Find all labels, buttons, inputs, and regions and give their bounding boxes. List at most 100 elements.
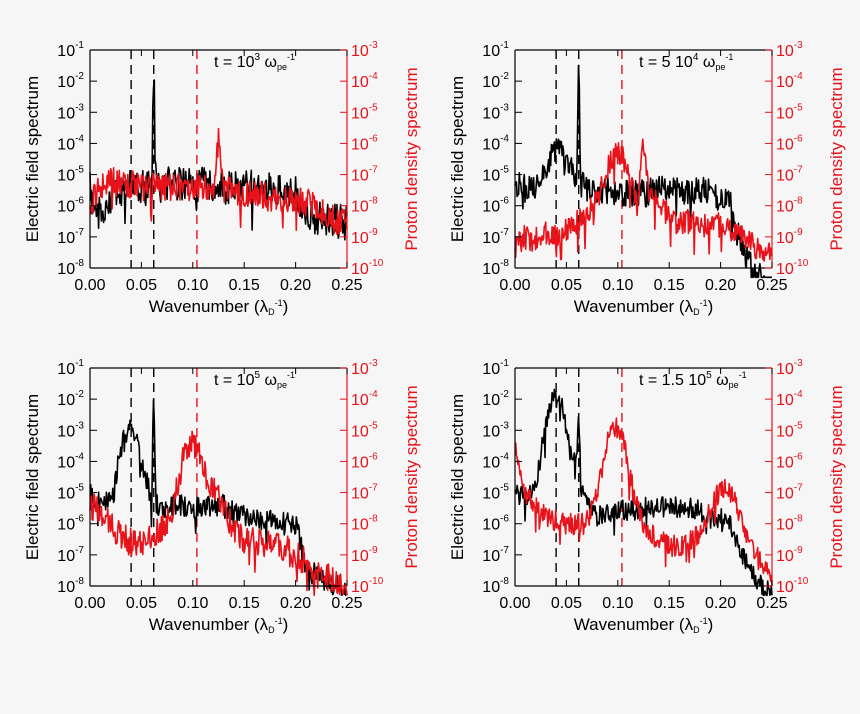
x-tick-label: 0.05 <box>551 595 582 612</box>
y-left-tick-label: 10-6 <box>482 196 509 216</box>
y-right-tick-label: 10-5 <box>776 420 803 440</box>
x-tick-label: 0.25 <box>331 595 362 612</box>
y-right-tick-label: 10-3 <box>776 358 803 378</box>
y-right-label: Proton density spectrum <box>827 67 846 250</box>
y-left-tick-label: 10-7 <box>482 545 509 565</box>
y-right-tick-label: 10-5 <box>351 420 378 440</box>
electric-field-series <box>514 388 773 597</box>
y-left-tick-label: 10-7 <box>57 545 84 565</box>
x-tick-label: 0.15 <box>654 595 685 612</box>
y-right-tick-label: 10-3 <box>351 358 378 378</box>
y-right-tick-label: 10-9 <box>351 545 378 565</box>
y-left-tick-label: 10-5 <box>57 165 84 185</box>
y-left-tick-label: 10-4 <box>482 451 509 471</box>
y-left-tick-label: 10-2 <box>57 71 84 91</box>
y-right-tick-label: 10-6 <box>351 451 378 471</box>
time-annotation: t = 105 ωpe-1 <box>214 370 295 390</box>
x-tick-label: 0.05 <box>126 277 157 294</box>
y-left-tick-label: 10-8 <box>57 576 84 596</box>
panel-bottom-right: 0.00 0.05 0.10 0.15 0.20 0.25 10-1 10-2 10-3 10-4… <box>448 358 846 635</box>
x-tick-label: 0.05 <box>126 595 157 612</box>
x-tick-label: 0.20 <box>280 277 311 294</box>
y-right-tick-label: 10-8 <box>351 196 378 216</box>
y-left-tick-label: 10-4 <box>57 451 84 471</box>
y-right-tick-label: 10-7 <box>776 483 803 503</box>
y-left-label: Electric field spectrum <box>448 394 467 560</box>
y-right-tick-label: 10-10 <box>776 576 809 596</box>
x-tick-label: 0.00 <box>74 595 105 612</box>
x-tick-label: 0.15 <box>654 277 685 294</box>
y-left-tick-label: 10-6 <box>482 514 509 534</box>
y-left-tick-label: 10-6 <box>57 514 84 534</box>
y-right-tick-label: 10-4 <box>776 389 803 409</box>
y-right-tick-label: 10-3 <box>351 40 378 60</box>
x-axis-label: Wavenumber (λD-1) <box>149 615 289 635</box>
y-left-tick-label: 10-2 <box>57 389 84 409</box>
y-left-tick-label: 10-5 <box>482 483 509 503</box>
time-annotation: t = 103 ωpe-1 <box>214 52 295 72</box>
y-right-tick-label: 10-7 <box>776 165 803 185</box>
y-left-tick-label: 10-8 <box>482 258 509 278</box>
panel-top-left: 0.00 0.05 0.10 0.15 0.20 0.25 10-1 10-2 10-3 10-4… <box>23 40 421 317</box>
y-right-tick-label: 10-3 <box>776 40 803 60</box>
x-tick-label: 0.10 <box>602 277 633 294</box>
x-tick-label: 0.15 <box>229 277 260 294</box>
y-left-tick-label: 10-1 <box>57 358 84 378</box>
y-right-tick-label: 10-8 <box>776 196 803 216</box>
y-right-tick-label: 10-4 <box>351 71 378 91</box>
y-right-tick-label: 10-7 <box>351 483 378 503</box>
y-right-tick-label: 10-5 <box>776 102 803 122</box>
x-axis-label: Wavenumber (λD-1) <box>574 297 714 317</box>
time-annotation: t = 5 104 ωpe-1 <box>639 52 733 72</box>
x-tick-label: 0.15 <box>229 595 260 612</box>
y-right-tick-label: 10-9 <box>776 545 803 565</box>
y-right-label: Proton density spectrum <box>402 385 421 568</box>
y-left-tick-label: 10-2 <box>482 71 509 91</box>
y-right-tick-label: 10-6 <box>776 133 803 153</box>
y-left-tick-label: 10-8 <box>57 258 84 278</box>
x-tick-label: 0.05 <box>551 277 582 294</box>
y-left-tick-label: 10-3 <box>482 420 509 440</box>
x-axis-label: Wavenumber (λD-1) <box>149 297 289 317</box>
x-tick-label: 0.00 <box>74 277 105 294</box>
y-right-tick-label: 10-5 <box>351 102 378 122</box>
y-left-tick-label: 10-2 <box>482 389 509 409</box>
x-tick-label: 0.10 <box>177 277 208 294</box>
y-left-tick-label: 10-7 <box>57 227 84 247</box>
y-left-tick-label: 10-5 <box>482 165 509 185</box>
y-right-label: Proton density spectrum <box>827 385 846 568</box>
y-right-label: Proton density spectrum <box>402 67 421 250</box>
y-right-tick-label: 10-10 <box>351 258 384 278</box>
y-right-tick-label: 10-8 <box>776 514 803 534</box>
y-left-label: Electric field spectrum <box>23 76 42 242</box>
proton-density-series <box>89 430 348 597</box>
y-left-tick-label: 10-1 <box>482 358 509 378</box>
electric-field-series <box>514 64 773 279</box>
y-left-label: Electric field spectrum <box>448 76 467 242</box>
y-right-tick-label: 10-9 <box>351 227 378 247</box>
x-tick-label: 0.00 <box>499 277 530 294</box>
y-left-tick-label: 10-7 <box>482 227 509 247</box>
y-left-tick-label: 10-6 <box>57 196 84 216</box>
x-tick-label: 0.20 <box>705 277 736 294</box>
y-left-tick-label: 10-4 <box>482 133 509 153</box>
proton-density-series <box>514 417 773 586</box>
y-right-tick-label: 10-4 <box>351 389 378 409</box>
proton-density-series <box>514 138 773 262</box>
y-right-tick-label: 10-6 <box>776 451 803 471</box>
time-annotation: t = 1.5 105 ωpe-1 <box>639 370 747 390</box>
y-left-tick-label: 10-8 <box>482 576 509 596</box>
x-tick-label: 0.20 <box>280 595 311 612</box>
y-left-tick-label: 10-5 <box>57 483 84 503</box>
y-left-tick-label: 10-1 <box>57 40 84 60</box>
panel-bottom-left: 0.00 0.05 0.10 0.15 0.20 0.25 10-1 10-2 10-3 10-4… <box>23 358 421 635</box>
x-tick-label: 0.25 <box>331 277 362 294</box>
panel-top-right: 0.00 0.05 0.10 0.15 0.20 0.25 10-1 10-2 10-3 10-4… <box>448 40 846 317</box>
y-left-tick-label: 10-3 <box>57 102 84 122</box>
x-tick-label: 0.10 <box>602 595 633 612</box>
electric-field-series <box>89 79 348 241</box>
x-tick-label: 0.25 <box>756 595 787 612</box>
y-right-tick-label: 10-8 <box>351 514 378 534</box>
y-left-tick-label: 10-1 <box>482 40 509 60</box>
